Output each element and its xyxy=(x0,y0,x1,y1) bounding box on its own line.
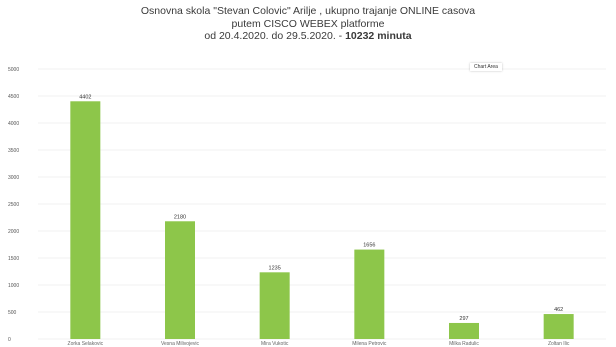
chart-area-tooltip: Chart Area xyxy=(470,63,502,71)
data-label-3: 1656 xyxy=(363,243,375,249)
data-label-5: 462 xyxy=(554,307,563,313)
y-tick-label-5000: 5000 xyxy=(8,67,19,73)
title-line-3: od 20.4.2020. do 29.5.2020. - 10232 minu… xyxy=(0,30,616,43)
bar-1 xyxy=(165,221,195,339)
x-category-label-3: Milena Petrovic xyxy=(352,341,387,347)
y-tick-label-1000: 1000 xyxy=(8,283,19,289)
x-category-label-2: Mira Vukotic xyxy=(261,341,289,347)
data-label-1: 2180 xyxy=(174,214,186,220)
data-label-2: 1235 xyxy=(269,265,281,271)
data-label-4: 297 xyxy=(459,316,468,322)
y-tick-label-3500: 3500 xyxy=(8,148,19,154)
x-category-label-5: Zoltan Ilic xyxy=(548,341,570,347)
y-tick-label-500: 500 xyxy=(8,310,17,316)
y-tick-label-2000: 2000 xyxy=(8,229,19,235)
data-label-0: 4402 xyxy=(79,94,91,100)
y-tick-label-4000: 4000 xyxy=(8,121,19,127)
x-category-label-1: Vesna Milivojevic xyxy=(161,341,200,347)
bar-3 xyxy=(354,249,385,339)
y-tick-label-3000: 3000 xyxy=(8,175,19,181)
title-line-1: Osnovna skola "Stevan Colovic" Arilje , … xyxy=(140,5,476,17)
title-total-minutes: 10232 minuta xyxy=(345,30,412,42)
x-category-label-0: Zorka Selakovic xyxy=(68,341,104,347)
bar-2 xyxy=(259,272,290,339)
y-tick-label-2500: 2500 xyxy=(8,202,19,208)
chart-title: Osnovna skola "Stevan Colovic" Arilje , … xyxy=(0,5,616,43)
bar-5 xyxy=(543,314,574,339)
x-category-label-4: Milka Radulic xyxy=(449,341,479,347)
y-tick-label-4500: 4500 xyxy=(8,94,19,100)
title-date-range: od 20.4.2020. do 29.5.2020. - xyxy=(204,30,346,42)
bar-4 xyxy=(449,322,479,339)
title-line-2: putem CISCO WEBEX platforme xyxy=(231,17,385,30)
y-tick-label-0: 0 xyxy=(8,337,11,343)
y-tick-label-1500: 1500 xyxy=(8,256,19,262)
bar-0 xyxy=(70,101,101,340)
